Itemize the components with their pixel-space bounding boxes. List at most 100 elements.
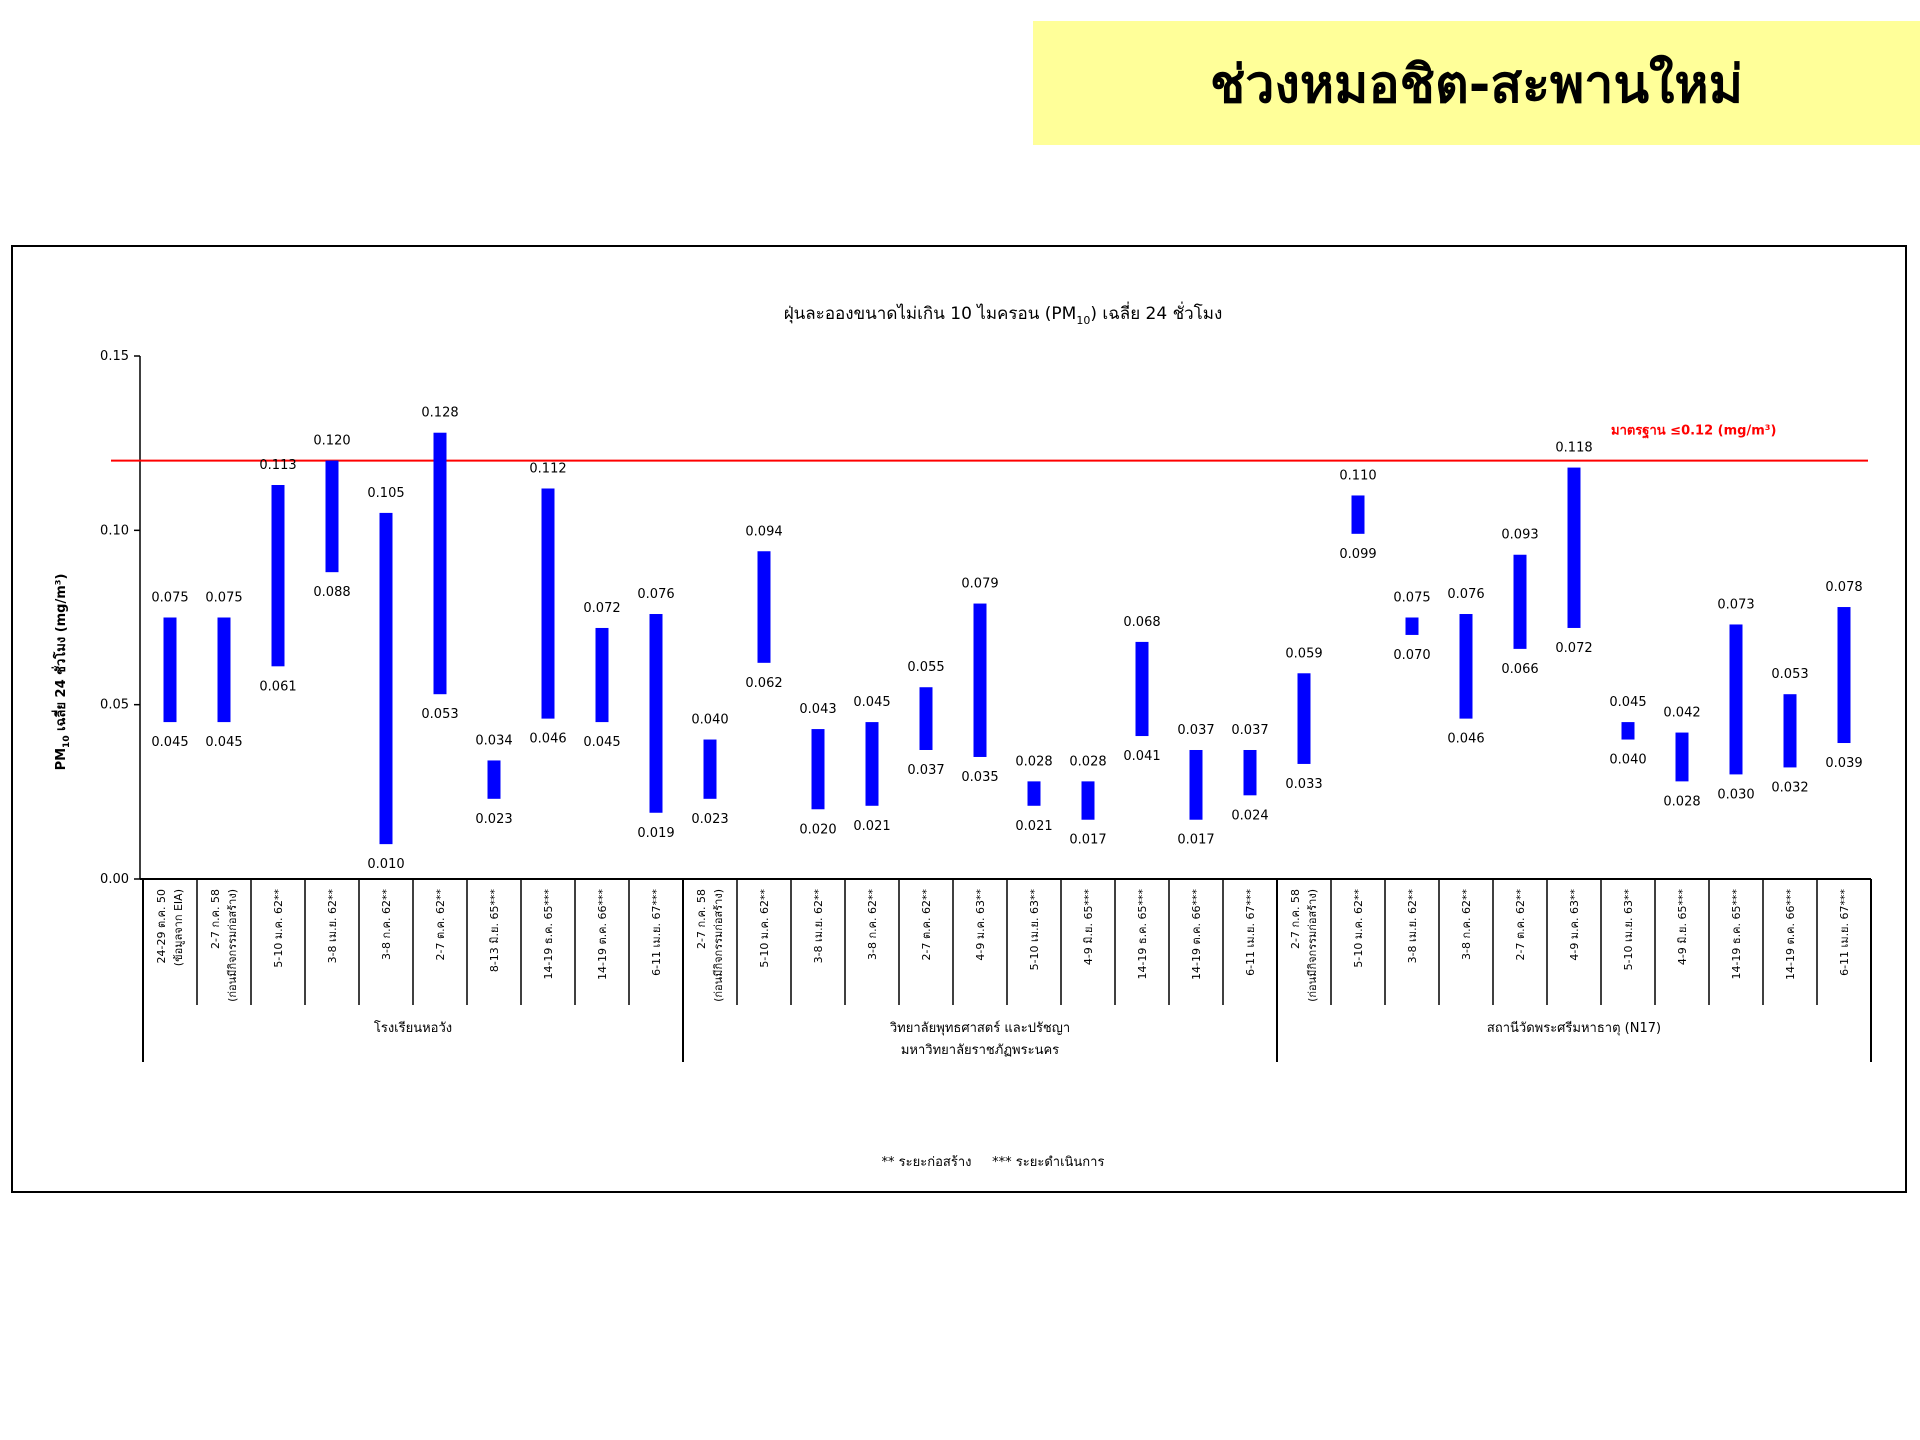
range-bar (487, 760, 501, 799)
category-label: 5-10 ม.ค. 62** (1352, 889, 1365, 968)
range-bar (811, 729, 825, 810)
range-bar (595, 627, 609, 723)
range-bar (1189, 749, 1203, 820)
category-label: 4-9 มิ.ย. 65*** (1676, 889, 1689, 966)
bar-min-label: 0.021 (1015, 819, 1052, 834)
bar-max-label: 0.068 (1123, 615, 1160, 630)
category-label: 8-13 มิ.ย. 65*** (488, 889, 501, 973)
range-bar (379, 512, 393, 845)
category-label: 4-9 ม.ค. 63** (974, 889, 987, 961)
category-label: 3-8 ก.ค. 62** (380, 889, 393, 960)
range-bar (325, 460, 339, 573)
bar-min-label: 0.039 (1825, 756, 1862, 771)
bar-min-label: 0.010 (367, 857, 404, 872)
chart-title-main: ฝุ่นละอองขนาดไม่เกิน 10 ไมครอน (PM (784, 303, 1077, 324)
category-label: 3-8 ก.ค. 62** (866, 889, 879, 960)
bar-min-label: 0.072 (1555, 641, 1592, 656)
bar-min-label: 0.045 (151, 735, 188, 750)
bar-max-label: 0.042 (1663, 706, 1700, 721)
bar-min-label: 0.035 (961, 770, 998, 785)
bar-min-label: 0.062 (745, 676, 782, 691)
y-axis-label-end: เฉลี่ย 24 ชั่วโมง (mg/m³) (51, 574, 69, 736)
bar-min-label: 0.028 (1663, 794, 1700, 809)
category-label: 3-8 เม.ย. 62** (1406, 889, 1419, 964)
category-label: 3-8 เม.ย. 62** (326, 889, 339, 964)
standard-label: มาตรฐาน ≤0.12 (mg/m³) (1611, 424, 1776, 440)
range-bar (973, 603, 987, 757)
bar-max-label: 0.028 (1015, 754, 1052, 769)
range-bar (1405, 617, 1419, 635)
range-bar (1837, 607, 1851, 744)
range-bar (217, 617, 231, 723)
range-bar (1135, 641, 1149, 737)
bar-min-label: 0.032 (1771, 780, 1808, 795)
bar-min-label: 0.045 (583, 735, 620, 750)
range-bar (703, 739, 717, 799)
bar-max-label: 0.037 (1231, 723, 1268, 738)
category-label: 5-10 เม.ย. 63** (1028, 889, 1041, 971)
bar-min-label: 0.017 (1069, 833, 1106, 848)
range-bar (433, 432, 447, 695)
range-bar (1783, 694, 1797, 768)
bar-max-label: 0.113 (259, 458, 296, 473)
range-bar (541, 488, 555, 719)
category-label: 5-10 เม.ย. 63** (1622, 889, 1635, 971)
bar-max-label: 0.073 (1717, 597, 1754, 612)
group-label: โรงเรียนหอวัง (374, 1020, 452, 1036)
range-bar (1675, 732, 1689, 782)
y-tick-label: 0.10 (100, 523, 129, 538)
bar-max-label: 0.075 (1393, 591, 1430, 606)
bar-max-label: 0.053 (1771, 667, 1808, 682)
range-bar (1621, 722, 1635, 740)
y-tick-label: 0.05 (100, 698, 129, 713)
bar-min-label: 0.041 (1123, 749, 1160, 764)
range-bar (1297, 673, 1311, 764)
bar-max-label: 0.075 (205, 591, 242, 606)
bar-max-label: 0.072 (583, 601, 620, 616)
bar-min-label: 0.040 (1609, 753, 1646, 768)
bar-max-label: 0.112 (529, 461, 566, 476)
range-bar (757, 551, 771, 663)
bar-max-label: 0.043 (799, 702, 836, 717)
bar-max-label: 0.037 (1177, 723, 1214, 738)
bar-min-label: 0.053 (421, 707, 458, 722)
range-bar (1567, 467, 1581, 628)
range-bar (1027, 781, 1041, 806)
category-label: 14-19 ธ.ค. 65*** (542, 889, 555, 980)
bar-max-label: 0.105 (367, 486, 404, 501)
bar-max-label: 0.079 (961, 577, 998, 592)
category-label: 2-7 ก.ค. 58 (209, 889, 222, 949)
category-label: 2-7 ก.ค. 58 (1289, 889, 1302, 949)
group-label: วิทยาลัยพุทธศาสตร์ และปรัชญา (889, 1020, 1070, 1036)
y-axis-label: PM10 เฉลี่ย 24 ชั่วโมง (mg/m³) (51, 574, 72, 771)
range-bar (1459, 614, 1473, 719)
category-label: 14-19 ธ.ค. 65*** (1136, 889, 1149, 980)
range-bar (1081, 781, 1095, 820)
bar-max-label: 0.094 (745, 524, 782, 539)
category-label: 14-19 ต.ค. 66*** (1784, 889, 1797, 980)
bar-max-label: 0.118 (1555, 441, 1592, 456)
bar-min-label: 0.046 (1447, 732, 1484, 747)
category-label: 2-7 ก.ค. 58 (695, 889, 708, 949)
bar-min-label: 0.037 (907, 763, 944, 778)
bar-min-label: 0.019 (637, 826, 674, 841)
category-label: 2-7 ต.ค. 62** (1514, 889, 1527, 961)
bar-min-label: 0.023 (691, 812, 728, 827)
svg-text:PM10 เฉลี่ย 24 ชั่วโมง (mg/m³): PM10 เฉลี่ย 24 ชั่วโมง (mg/m³) (51, 574, 72, 771)
chart-frame: ฝุ่นละอองขนาดไม่เกิน 10 ไมครอน (PM10) เฉ… (11, 245, 1907, 1193)
bar-max-label: 0.075 (151, 591, 188, 606)
bar-max-label: 0.120 (313, 434, 350, 449)
page-title: ช่วงหมอชิต-สะพานใหม่ (1210, 54, 1743, 115)
chart-title-sub: 10 (1076, 314, 1090, 327)
group-label: มหาวิทยาลัยราชภัฏพระนคร (901, 1043, 1059, 1058)
bar-max-label: 0.076 (1447, 587, 1484, 602)
bar-max-label: 0.059 (1285, 646, 1322, 661)
chart-title: ฝุ่นละอองขนาดไม่เกิน 10 ไมครอน (PM10) เฉ… (784, 301, 1223, 327)
y-tick-label: 0.00 (100, 872, 129, 887)
category-label: 14-19 ธ.ค. 65*** (1730, 889, 1743, 980)
category-label: (ก่อนมีกิจกรรมก่อสร้าง) (712, 889, 725, 1002)
footnote: ** ระยะก่อสร้าง *** ระยะดำเนินการ (882, 1155, 1105, 1170)
bar-max-label: 0.040 (691, 713, 728, 728)
category-label: 6-11 เม.ย. 67*** (1838, 889, 1851, 976)
category-label: 5-10 ม.ค. 62** (272, 889, 285, 968)
